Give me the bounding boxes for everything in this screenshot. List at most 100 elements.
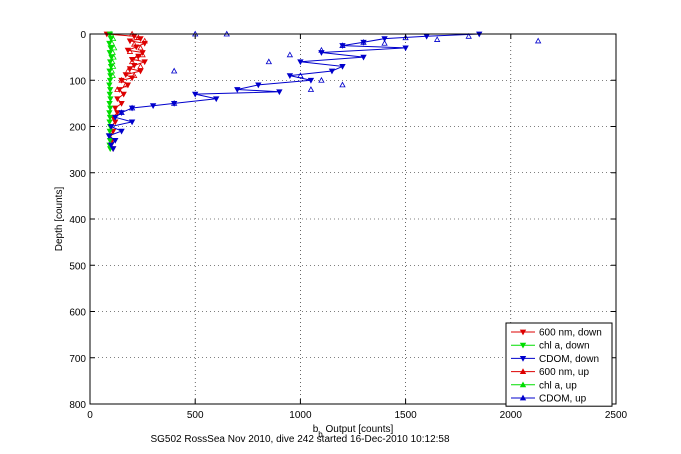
data-point: [112, 137, 119, 144]
data-point: [234, 87, 241, 93]
data-point: [118, 76, 125, 83]
data-point: [106, 82, 113, 89]
data-point: [402, 34, 409, 41]
data-point: [139, 51, 146, 58]
data-point: [465, 32, 472, 39]
data-point: [124, 67, 132, 74]
data-point: [114, 110, 121, 116]
data-point: [107, 124, 115, 130]
data-point: [109, 63, 117, 69]
data-point: [192, 91, 199, 98]
legend-entry: CDOM, up: [539, 394, 587, 405]
y-tick-label: 400: [69, 215, 86, 226]
data-point: [108, 67, 116, 74]
data-point: [114, 96, 121, 103]
y-tick-label: 700: [69, 354, 86, 365]
data-point: [170, 67, 178, 74]
data-point: [106, 91, 113, 98]
x-tick-label: 1000: [289, 410, 312, 421]
data-point: [402, 45, 409, 52]
data-point: [109, 72, 116, 79]
y-tick-label: 600: [69, 308, 86, 319]
data-point: [339, 81, 346, 88]
data-point: [108, 39, 116, 46]
legend-marker: [519, 329, 527, 336]
data-point: [107, 105, 114, 112]
data-point: [137, 63, 144, 69]
data-point: [128, 104, 136, 111]
legend-entry: 600 nm, down: [539, 328, 602, 339]
legend-entry: chl a, up: [539, 380, 577, 391]
data-point: [126, 48, 134, 54]
figure-caption: SG502 RossSea Nov 2010, dive 242 started…: [150, 434, 450, 445]
data-point: [318, 46, 325, 53]
data-point: [149, 103, 157, 110]
data-point: [339, 63, 346, 70]
x-tick-label: 0: [87, 410, 93, 421]
data-point: [133, 54, 140, 61]
data-point: [307, 77, 315, 84]
data-point: [213, 96, 220, 103]
legend-marker: [519, 342, 527, 349]
y-tick-label: 300: [69, 169, 86, 180]
data-point: [137, 68, 144, 75]
data-point: [328, 68, 336, 75]
y-tick-label: 500: [69, 261, 86, 272]
data-point: [265, 58, 273, 65]
legend-entry: 600 nm, up: [539, 367, 589, 378]
x-axis-label-rest: Output [counts]: [323, 424, 394, 435]
data-point: [112, 105, 119, 112]
data-point: [360, 54, 367, 61]
legend-marker: [519, 394, 527, 401]
data-point: [381, 36, 388, 42]
data-point: [111, 44, 118, 51]
series-2: [105, 31, 483, 153]
y-tick-label: 100: [69, 76, 86, 87]
data-point: [118, 109, 125, 116]
data-point: [128, 75, 136, 82]
data-point: [107, 87, 114, 93]
data-point: [122, 81, 129, 88]
y-tick-label: 0: [80, 30, 86, 41]
data-point: [360, 39, 367, 45]
data-point: [107, 45, 114, 52]
data-point: [106, 110, 113, 116]
data-point: [110, 53, 117, 60]
data-point: [114, 86, 121, 92]
data-point: [106, 119, 113, 126]
y-tick-label: 200: [69, 123, 86, 134]
data-point: [141, 59, 148, 66]
y-axis-label: Depth [counts]: [54, 187, 65, 252]
data-point: [107, 96, 114, 103]
legend-entry: CDOM, down: [539, 354, 599, 365]
data-point: [118, 128, 125, 135]
data-point: [255, 82, 262, 89]
data-point: [141, 40, 148, 47]
data-point: [141, 37, 148, 44]
x-tick-label: 500: [187, 410, 204, 421]
legend-marker: [519, 356, 527, 362]
data-point: [128, 58, 136, 65]
data-point: [126, 38, 134, 45]
data-point: [318, 50, 325, 56]
series-layer: [103, 30, 542, 153]
data-point: [381, 39, 388, 46]
data-point: [109, 35, 117, 42]
data-point: [106, 114, 114, 121]
legend-marker: [519, 381, 527, 388]
data-point: [105, 133, 113, 140]
legend: 600 nm, down chl a, down CDOM, down 600 nm,…: [505, 322, 613, 407]
data-point: [170, 100, 178, 106]
data-point: [135, 34, 142, 41]
data-point: [534, 37, 542, 44]
legend-entry: chl a, down: [539, 341, 590, 352]
data-point: [297, 72, 304, 79]
data-point: [118, 100, 125, 107]
data-point: [137, 44, 144, 51]
x-tick-label: 2500: [605, 410, 628, 421]
data-point: [131, 40, 138, 47]
data-point: [128, 119, 136, 126]
data-point: [109, 58, 116, 65]
x-axis-label-sub: b: [318, 430, 323, 439]
data-point: [131, 72, 138, 79]
